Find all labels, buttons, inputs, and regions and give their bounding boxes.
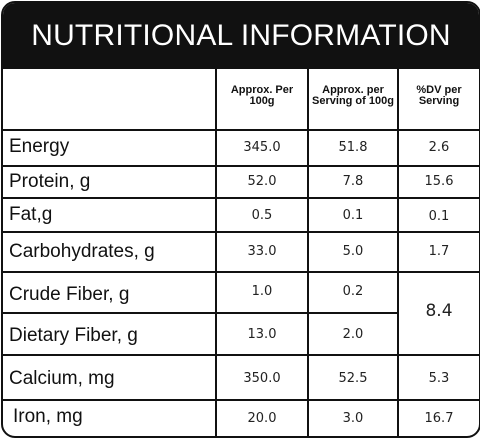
value-per-serving: 52.5 [338,371,368,386]
value-per-serving: 0.1 [342,208,364,223]
value-per-serving: 5.0 [342,244,364,259]
value-dv: 15.6 [424,174,454,189]
value-per-serving: 0.2 [342,284,364,299]
value-dv: 16.7 [424,411,454,426]
value-per-serving: 3.0 [342,411,364,426]
value-per-serving: 2.0 [342,327,364,342]
value-dv: 2.6 [428,140,450,155]
column-header-dv: %DV per Serving [416,84,462,107]
column-header-per-serving: Approx. per Serving of 100g [312,84,394,107]
row-label-dietary-fiber: Dietary Fiber, g [9,325,138,346]
value-per-serving: 7.8 [342,174,364,189]
value-per-100g: 345.0 [243,140,281,155]
row-divider [3,231,479,233]
row-label-carbohydrates: Carbohydrates, g [9,241,155,262]
value-per-100g: 33.0 [247,244,277,259]
value-per-100g: 52.0 [247,174,277,189]
row-label-calcium: Calcium, mg [9,368,115,389]
value-per-100g: 20.0 [247,411,277,426]
row-divider [3,399,479,401]
row-divider [3,354,479,356]
value-dv: 0.1 [428,209,450,224]
value-dv: 1.7 [428,244,450,259]
column-divider [215,69,217,436]
nutrition-table: Approx. Per 100g Approx. per Serving of … [3,69,479,436]
row-divider [3,165,479,167]
value-per-100g: 13.0 [247,327,277,342]
column-header-per-100g: Approx. Per 100g [230,84,294,107]
row-label-protein: Protein, g [9,171,91,192]
column-divider [307,69,309,436]
row-divider [3,129,479,131]
row-label-iron: Iron, mg [13,406,83,427]
value-per-100g: 0.5 [251,208,273,223]
value-dv-fiber-combined: 8.4 [425,301,453,321]
row-divider [3,197,479,199]
value-per-100g: 350.0 [243,371,281,386]
row-divider [3,312,399,314]
table-title: NUTRITIONAL INFORMATION [3,3,479,69]
value-per-100g: 1.0 [251,284,273,299]
row-label-energy: Energy [9,136,70,157]
column-divider [397,69,399,436]
row-label-fat: Fat,g [9,204,53,225]
row-divider [3,271,479,273]
row-label-crude-fiber: Crude Fiber, g [9,284,130,305]
value-dv: 5.3 [428,371,450,386]
value-per-serving: 51.8 [338,140,368,155]
